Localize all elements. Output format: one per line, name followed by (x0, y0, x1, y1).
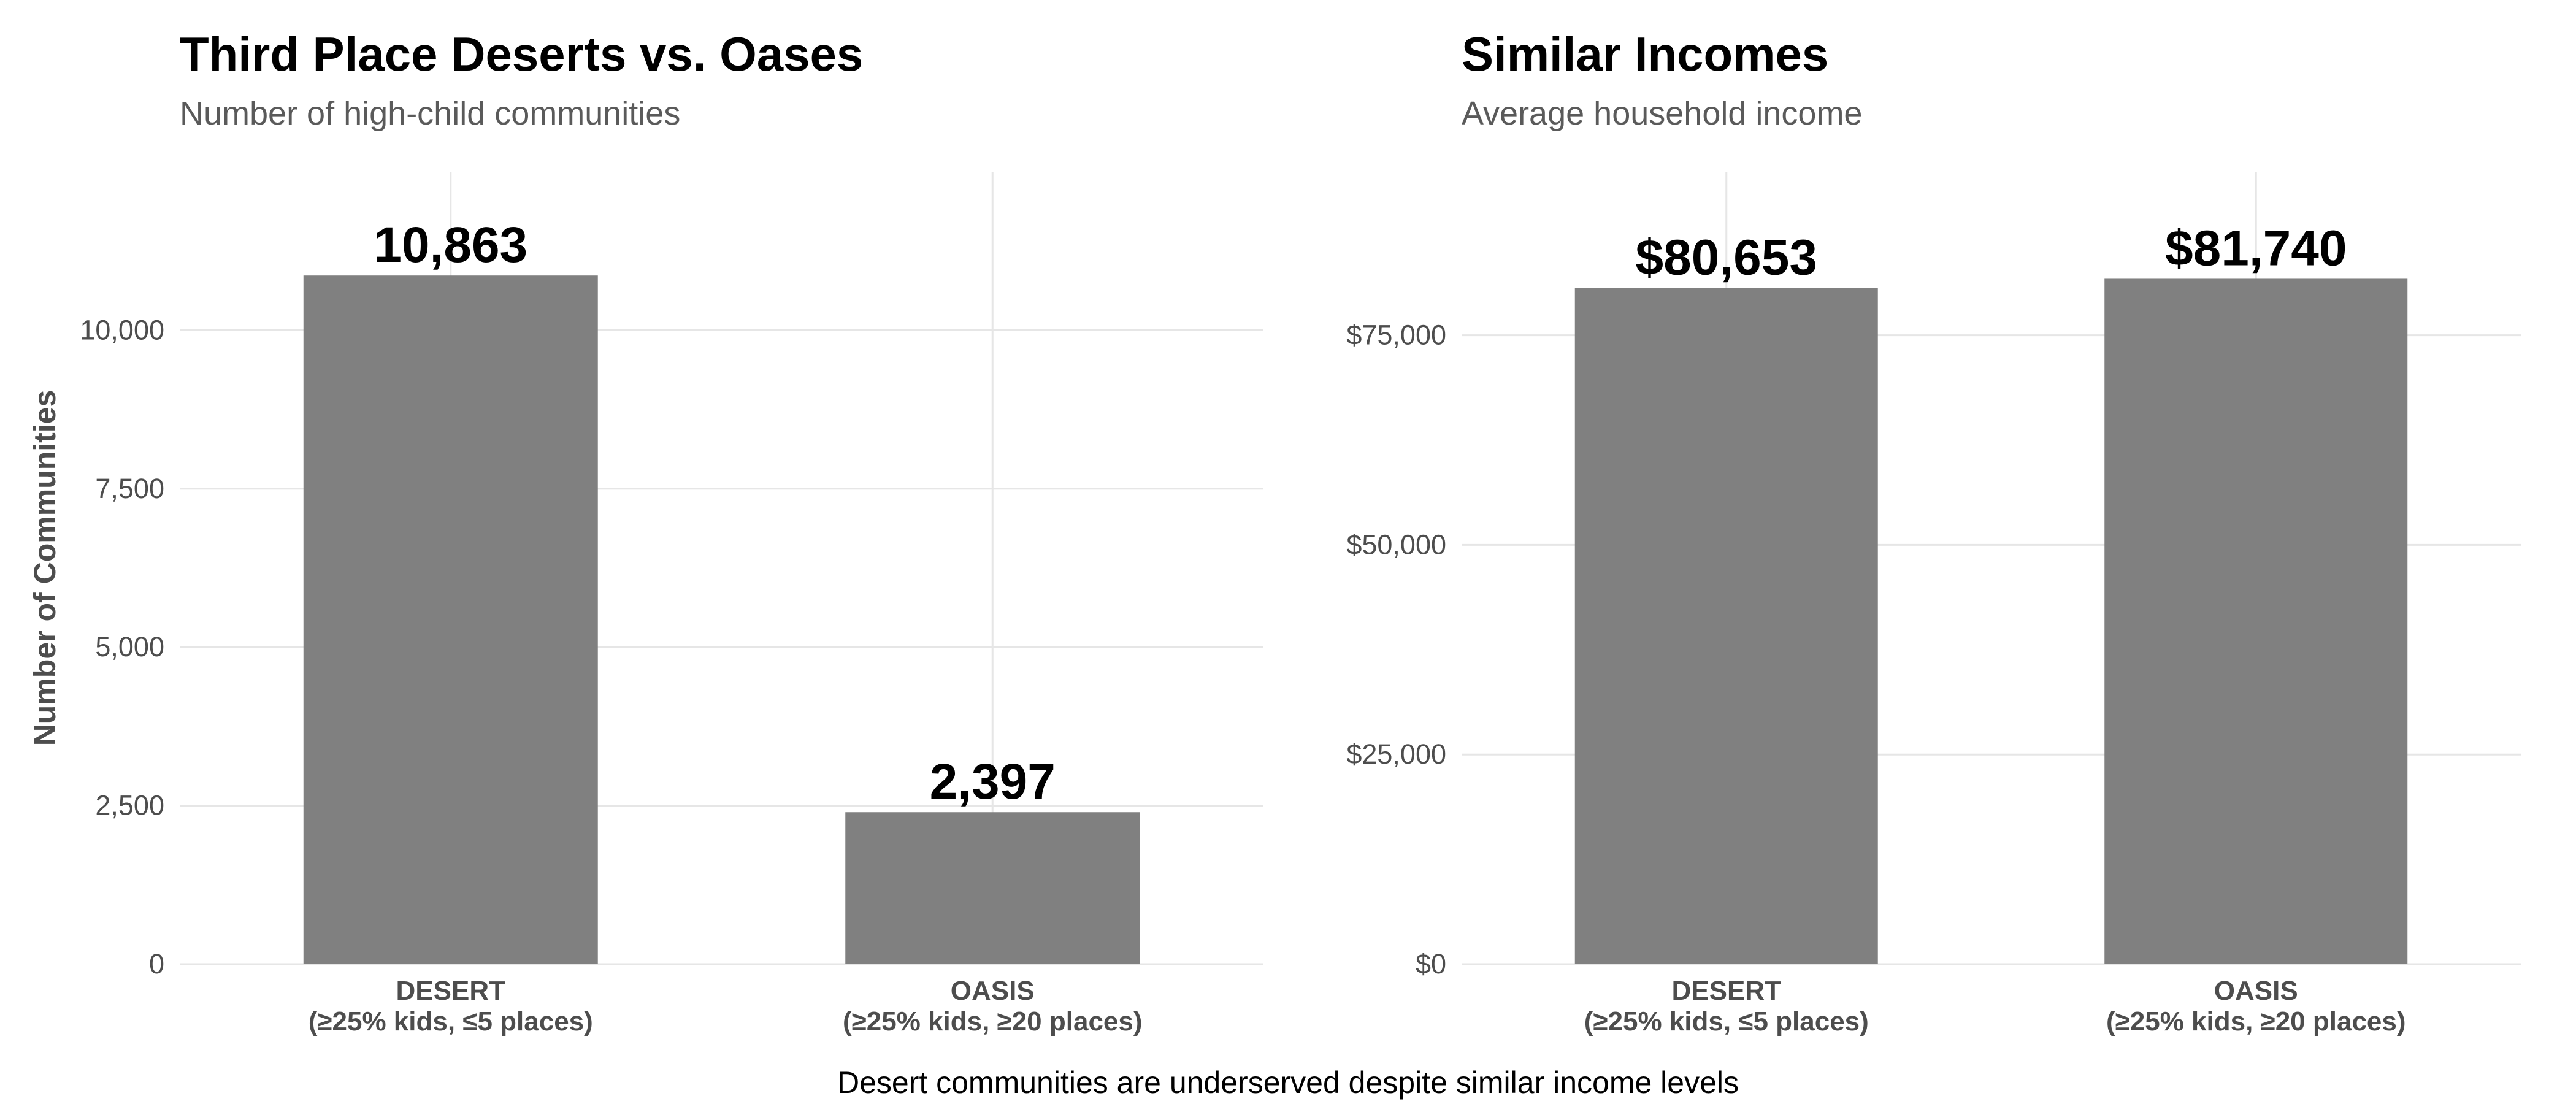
bar-oasis (845, 812, 1140, 964)
data-label: 10,863 (374, 217, 527, 273)
x-category-label: OASIS (951, 976, 1035, 1006)
bar-desert (1574, 288, 1878, 964)
x-category-label: DESERT (396, 976, 506, 1006)
figure-caption: Desert communities are underserved despi… (837, 1065, 1739, 1100)
x-category-label: OASIS (2214, 976, 2298, 1006)
chart-title-1: Similar Incomes (1462, 27, 1828, 81)
x-category-sublabel: (≥25% kids, ≥20 places) (2106, 1006, 2406, 1037)
data-label: $81,740 (2165, 220, 2347, 276)
data-label: 2,397 (930, 754, 1056, 810)
y-axis-label: Number of Communities (28, 390, 62, 746)
chart-title-0: Third Place Deserts vs. Oases (180, 27, 863, 81)
x-category-sublabel: (≥25% kids, ≤5 places) (1584, 1006, 1869, 1037)
x-category-label: DESERT (1672, 976, 1782, 1006)
chart-subtitle-0: Number of high-child communities (180, 95, 680, 132)
y-tick-label: $0 (1416, 948, 1446, 979)
y-tick-label: 2,500 (95, 790, 164, 821)
x-category-sublabel: (≥25% kids, ≤5 places) (309, 1006, 593, 1037)
y-tick-label: 5,000 (95, 631, 164, 662)
y-tick-label: 0 (149, 948, 164, 979)
data-label: $80,653 (1636, 229, 1817, 285)
y-tick-label: $50,000 (1346, 529, 1446, 560)
x-category-sublabel: (≥25% kids, ≥20 places) (843, 1006, 1143, 1037)
bar-oasis (2104, 278, 2408, 964)
y-tick-label: $25,000 (1346, 738, 1446, 770)
y-tick-label: $75,000 (1346, 320, 1446, 351)
bar-desert (303, 275, 598, 964)
chart-subtitle-1: Average household income (1462, 95, 1862, 132)
y-tick-label: 10,000 (80, 314, 164, 345)
y-tick-label: 7,500 (95, 473, 164, 504)
